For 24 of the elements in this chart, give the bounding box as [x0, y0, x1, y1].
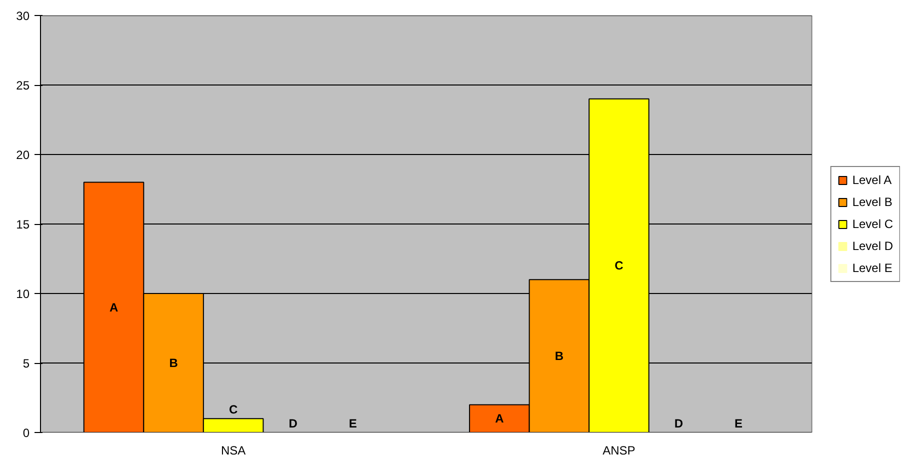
data-label: D [674, 416, 684, 430]
y-tick-label: 25 [16, 78, 30, 92]
y-tick-label: 30 [16, 9, 30, 23]
y-tick-label: 15 [16, 218, 30, 232]
data-label: C [228, 402, 238, 417]
data-label: D [288, 416, 298, 430]
legend-label: Level E [852, 260, 892, 274]
data-label: A [495, 412, 504, 426]
y-tick-label: 10 [16, 287, 30, 301]
x-tick-label: ANSP [602, 444, 636, 458]
data-label: A [109, 300, 118, 314]
legend-label: Level D [852, 238, 893, 252]
y-tick-label: 0 [22, 426, 30, 440]
legend-label: Level B [852, 194, 892, 208]
data-label: B [169, 356, 178, 370]
legend-label: Level A [852, 172, 892, 186]
data-label: E [348, 416, 357, 430]
data-label: C [614, 258, 624, 273]
y-tick-label: 20 [16, 148, 30, 162]
x-tick-label: NSA [220, 444, 246, 458]
data-label: E [734, 416, 743, 430]
legend-label: Level C [852, 216, 893, 230]
data-label: B [554, 349, 564, 364]
y-tick-label: 5 [22, 356, 30, 370]
